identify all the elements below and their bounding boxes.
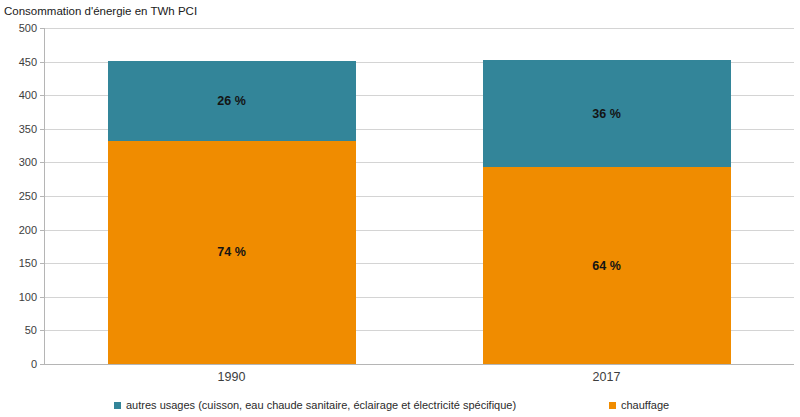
legend-item-autres-usages: autres usages (cuisson, eau chaude sanit…	[114, 397, 516, 413]
y-axis-tick-label: 350	[0, 123, 37, 135]
legend-label: autres usages (cuisson, eau chaude sanit…	[126, 399, 516, 411]
y-axis-tick-label: 450	[0, 56, 37, 68]
y-axis-line	[44, 28, 45, 364]
y-axis-tick-label: 150	[0, 257, 37, 269]
bar-segment-chauffage-1990: 74 %	[108, 141, 356, 364]
x-axis-label-2017: 2017	[567, 370, 647, 384]
stacked-bar-chart: Consommation d'énergie en TWh PCI autres…	[0, 0, 800, 417]
chart-title: Consommation d'énergie en TWh PCI	[4, 5, 197, 17]
segment-percent-label: 26 %	[217, 94, 246, 108]
x-axis-line	[40, 364, 794, 365]
y-axis-tick-label: 300	[0, 156, 37, 168]
legend-item-chauffage: chauffage	[609, 397, 669, 413]
bar-segment-chauffage-2017: 64 %	[483, 167, 731, 364]
bar-segment-autres-usages-2017: 36 %	[483, 60, 731, 167]
legend-label: chauffage	[621, 399, 669, 411]
gridline	[44, 28, 794, 29]
segment-percent-label: 64 %	[592, 259, 621, 273]
bar-segment-autres-usages-1990: 26 %	[108, 61, 356, 141]
y-axis-tick-label: 200	[0, 224, 37, 236]
y-axis-tick-label: 250	[0, 190, 37, 202]
y-axis-tick-label: 0	[0, 358, 37, 370]
y-axis-tick-label: 400	[0, 89, 37, 101]
segment-percent-label: 74 %	[217, 245, 246, 259]
x-axis-label-1990: 1990	[192, 370, 272, 384]
y-axis-tick-label: 50	[0, 324, 37, 336]
legend: autres usages (cuisson, eau chaude sanit…	[0, 397, 800, 413]
y-axis-tick-label: 500	[0, 22, 37, 34]
legend-swatch	[609, 402, 616, 409]
legend-swatch	[114, 402, 121, 409]
segment-percent-label: 36 %	[592, 107, 621, 121]
y-axis-tick-label: 100	[0, 291, 37, 303]
